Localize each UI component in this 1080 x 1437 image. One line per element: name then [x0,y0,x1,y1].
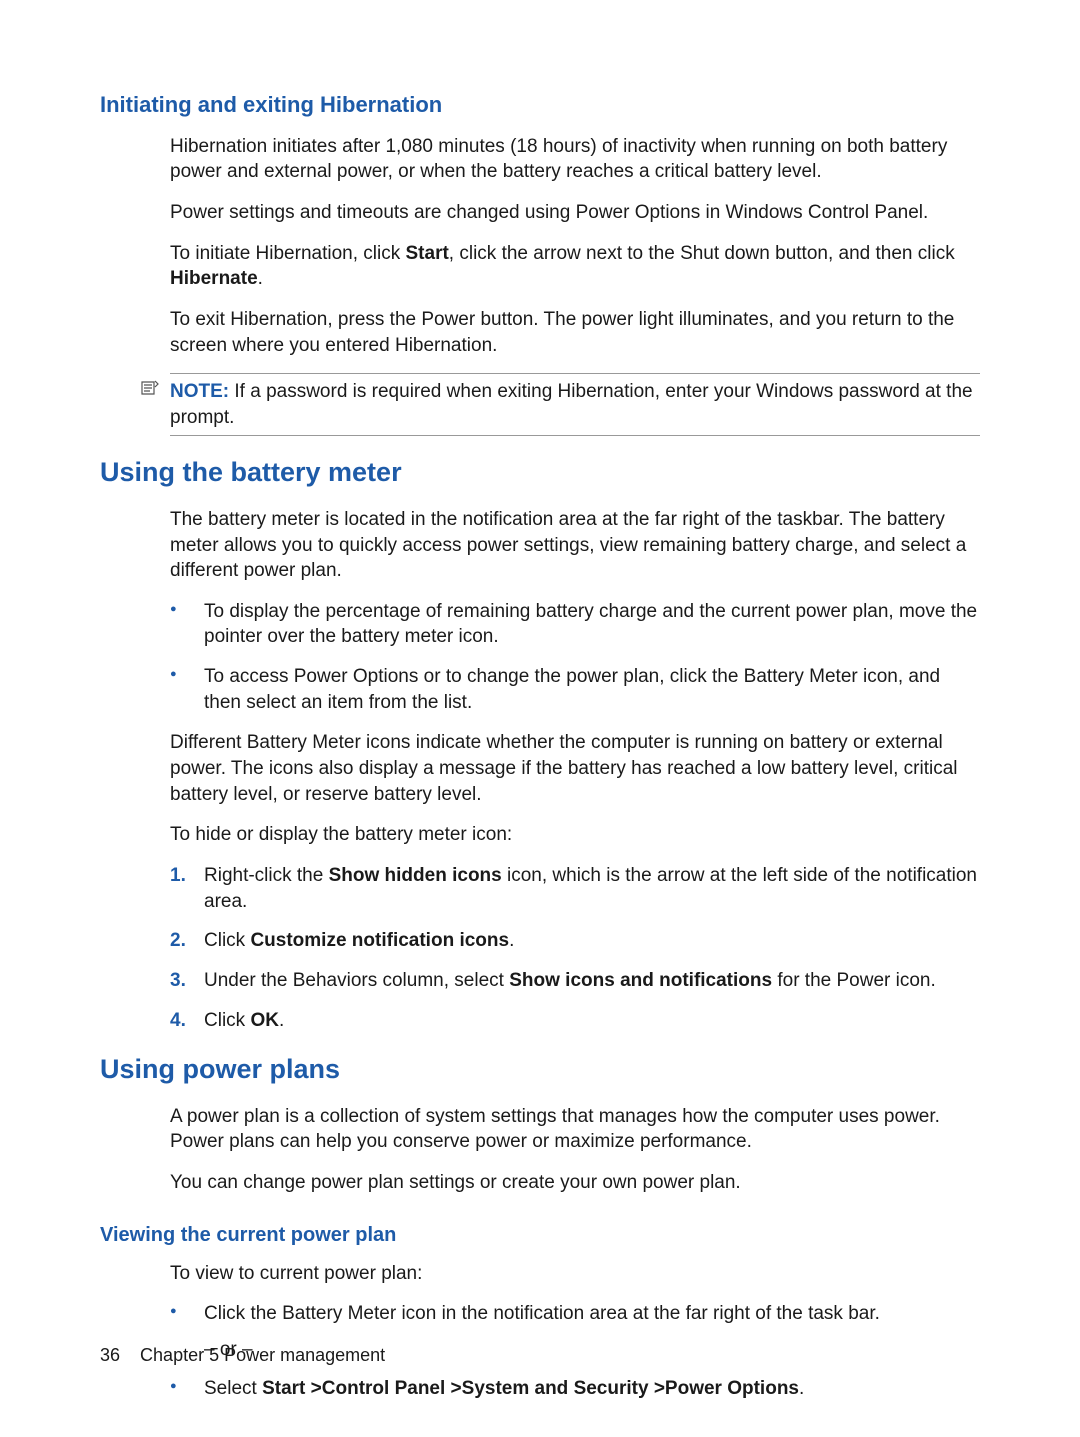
step-item: Click Customize notification icons. [204,928,980,954]
note-icon [140,379,160,404]
paragraph: Hibernation initiates after 1,080 minute… [170,134,980,185]
page-number: 36 [100,1345,120,1365]
paragraph: You can change power plan settings or cr… [170,1170,980,1196]
bullet-item: To display the percentage of remaining b… [204,599,980,650]
heading-power-plans: Using power plans [100,1051,980,1087]
step-item: Right-click the Show hidden icons icon, … [204,863,980,914]
paragraph: Power settings and timeouts are changed … [170,200,980,226]
paragraph: To initiate Hibernation, click Start, cl… [170,241,980,292]
note-text: If a password is required when exiting H… [170,381,973,428]
step-item: Click OK. [204,1008,980,1034]
heading-initiating-hibernation: Initiating and exiting Hibernation [100,90,980,120]
heading-battery-meter: Using the battery meter [100,454,980,490]
bullet-item: To access Power Options or to change the… [204,664,980,715]
paragraph: To view to current power plan: [170,1261,980,1287]
paragraph: Different Battery Meter icons indicate w… [170,730,980,807]
heading-viewing-power-plan: Viewing the current power plan [100,1222,980,1249]
paragraph: To exit Hibernation, press the Power but… [170,307,980,358]
note-block: NOTE: If a password is required when exi… [140,373,980,436]
bullet-item: Select Start >Control Panel >System and … [204,1376,980,1402]
paragraph: A power plan is a collection of system s… [170,1104,980,1155]
step-item: Under the Behaviors column, select Show … [204,968,980,994]
paragraph: To hide or display the battery meter ico… [170,822,980,848]
note-label: NOTE: [170,381,229,402]
page-footer: 36 Chapter 5 Power management [100,1343,385,1367]
paragraph: The battery meter is located in the noti… [170,507,980,584]
chapter-label: Chapter 5 Power management [140,1345,385,1365]
